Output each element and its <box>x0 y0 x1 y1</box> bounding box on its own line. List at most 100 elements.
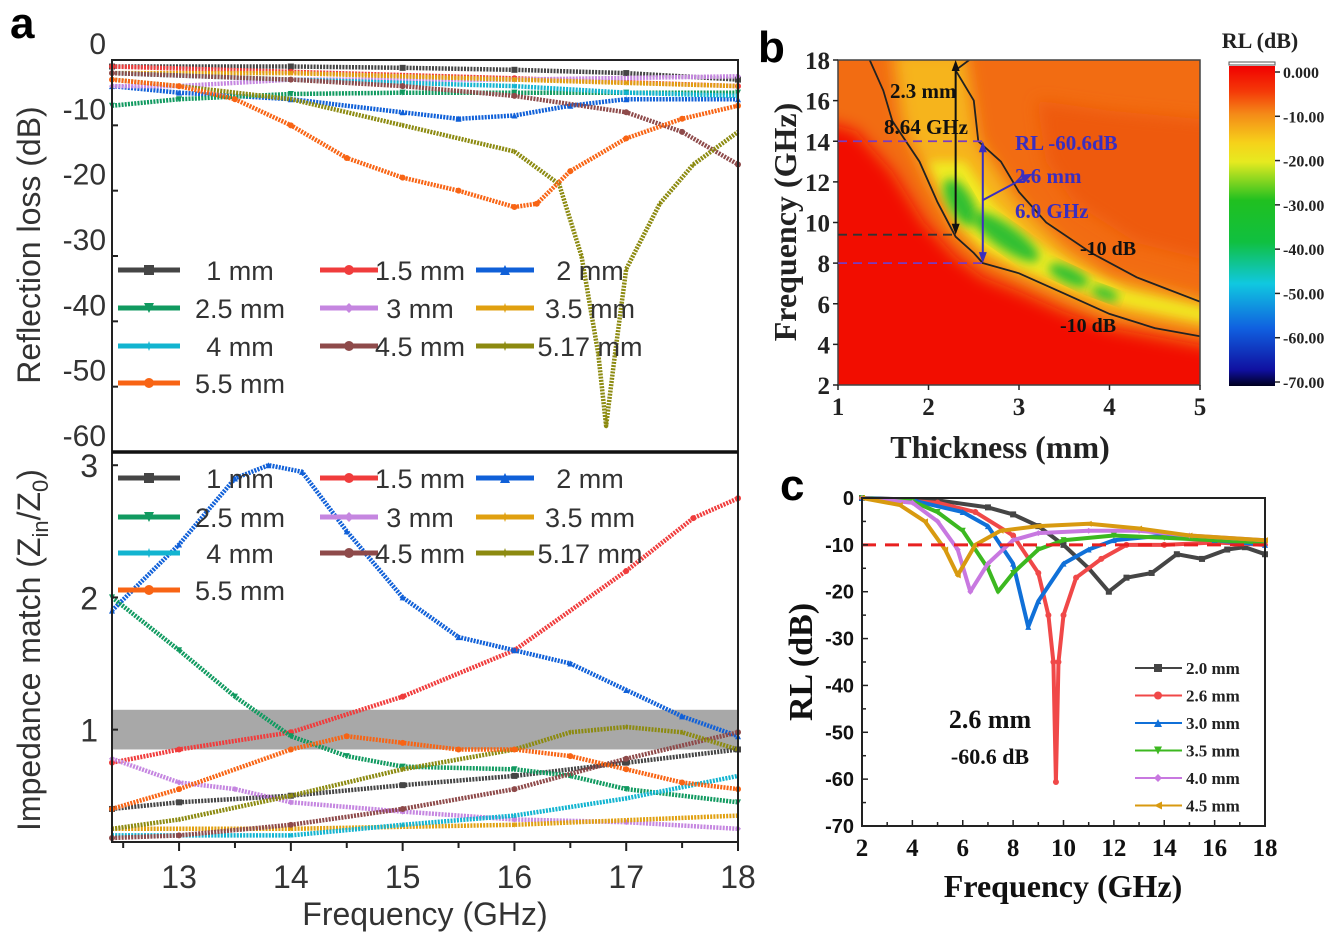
data-point <box>511 766 518 773</box>
data-point <box>1060 537 1067 544</box>
data-point <box>176 786 183 793</box>
legend-label: 3 mm <box>386 503 454 533</box>
legend-label: 4.5 mm <box>375 332 465 362</box>
legend-item: 3 mm <box>320 294 454 324</box>
data-point <box>511 772 518 779</box>
colorbar-tick-label: -20.00 <box>1283 154 1324 171</box>
y-tick-label: 6 <box>818 292 831 319</box>
data-point <box>972 509 979 516</box>
y-tick-label: -50 <box>825 722 854 744</box>
legend-label: 4 mm <box>206 539 274 569</box>
data-point <box>343 753 350 760</box>
data-point <box>176 89 183 96</box>
data-point <box>511 746 518 753</box>
data-point <box>623 70 630 77</box>
legend-label: 4 mm <box>206 332 274 362</box>
data-point <box>401 122 404 129</box>
data-point <box>1010 560 1017 567</box>
x-tick-label: 1 <box>832 394 845 421</box>
heatmap-minimum-region <box>943 178 977 226</box>
legend-item: 3.5 mm <box>476 294 635 324</box>
data-point <box>934 509 941 516</box>
legend-label: 4.5 mm <box>375 539 465 569</box>
data-point <box>972 541 979 548</box>
y-tick-label: -70 <box>825 816 854 838</box>
data-point <box>1060 560 1067 567</box>
arrowhead-icon <box>1020 173 1033 183</box>
y-tick-label: -20 <box>63 159 106 192</box>
legend-marker-triangle-icon <box>1154 719 1162 727</box>
heatmap-minimum-region <box>1091 286 1119 301</box>
data-point <box>942 546 949 553</box>
panel-a-reflection-loss-chart: 0 -10 -20 -30 -40 -50 -60 Reflection loss (dB) 1… <box>11 28 741 453</box>
heatmap-surface <box>838 60 1200 385</box>
legend-item: 3.5 mm <box>476 503 635 533</box>
data-point <box>231 786 238 793</box>
heatmap-minimum-region <box>1048 263 1089 288</box>
legend-marker-circle-icon <box>344 548 354 558</box>
colorbar-tick-label: -60.00 <box>1283 331 1324 348</box>
data-point <box>399 89 406 96</box>
data-point <box>959 509 966 516</box>
data-point <box>597 351 600 357</box>
data-point <box>287 63 294 70</box>
annotation-bandwidth-6.0ghz: 6.0 GHz <box>1015 199 1089 223</box>
data-point <box>289 832 292 839</box>
data-point <box>455 115 462 122</box>
legend-label: 1.5 mm <box>375 256 465 286</box>
y-tick-label: 0 <box>89 28 106 61</box>
legend-item: 5.5 mm <box>118 369 285 399</box>
data-point <box>287 733 294 740</box>
data-point <box>623 567 630 574</box>
data-point <box>511 112 518 119</box>
y-axis-label: Frequency (GHz) <box>767 103 803 341</box>
y-tick-label: 0 <box>843 488 854 510</box>
data-point <box>1010 569 1017 576</box>
data-point <box>1161 534 1168 541</box>
legend-marker-circle-icon <box>344 473 354 483</box>
legend-item: 4.5 mm <box>1135 797 1240 816</box>
legend-label: 5.5 mm <box>195 369 285 399</box>
data-point <box>513 76 516 83</box>
data-point <box>967 588 974 595</box>
x-axis-label: Frequency (GHz) <box>944 868 1182 904</box>
data-point <box>513 812 516 819</box>
data-point <box>1186 532 1193 539</box>
legend-item: 4.5 mm <box>320 332 465 362</box>
legend-label: 2 mm <box>556 256 624 286</box>
colorbar-tick-label: -30.00 <box>1283 198 1324 215</box>
legend-marker-circle-icon <box>1154 691 1162 700</box>
data-point <box>679 128 686 135</box>
data-point <box>623 759 630 766</box>
data-point <box>692 161 695 168</box>
legend-item: 1 mm <box>118 464 274 494</box>
legend-marker-square-icon <box>144 473 154 483</box>
data-point <box>1010 537 1017 544</box>
data-point <box>625 79 628 86</box>
data-point <box>399 693 406 700</box>
data-point <box>289 792 292 799</box>
x-tick-label: 2 <box>922 394 935 421</box>
data-point <box>1123 574 1130 581</box>
legend-label: 3.5 mm <box>545 503 635 533</box>
y-tick-label: 2 <box>80 580 98 616</box>
contour-label: -10 dB <box>1060 315 1116 337</box>
data-point <box>1035 523 1042 530</box>
y-tick-label: -30 <box>825 629 854 651</box>
series-line-3.5mm <box>112 70 739 89</box>
series-line-1mm <box>112 64 739 82</box>
legend-label: 5.5 mm <box>195 576 285 606</box>
legend-item: 4.5 mm <box>320 539 465 569</box>
data-point <box>343 528 350 535</box>
data-point <box>399 805 406 812</box>
y-tick-label: -60 <box>63 420 106 453</box>
legend-marker-diamond-icon <box>1154 774 1162 782</box>
legend-item: 2.6 mm <box>1135 687 1240 706</box>
colorbar-tick-label: -50.00 <box>1283 286 1324 303</box>
legend-marker-circle-icon <box>344 341 354 351</box>
data-point <box>625 723 628 730</box>
series-line-5.17mm <box>111 77 740 429</box>
data-point <box>343 155 350 161</box>
data-point <box>513 83 516 90</box>
data-point <box>513 821 516 828</box>
